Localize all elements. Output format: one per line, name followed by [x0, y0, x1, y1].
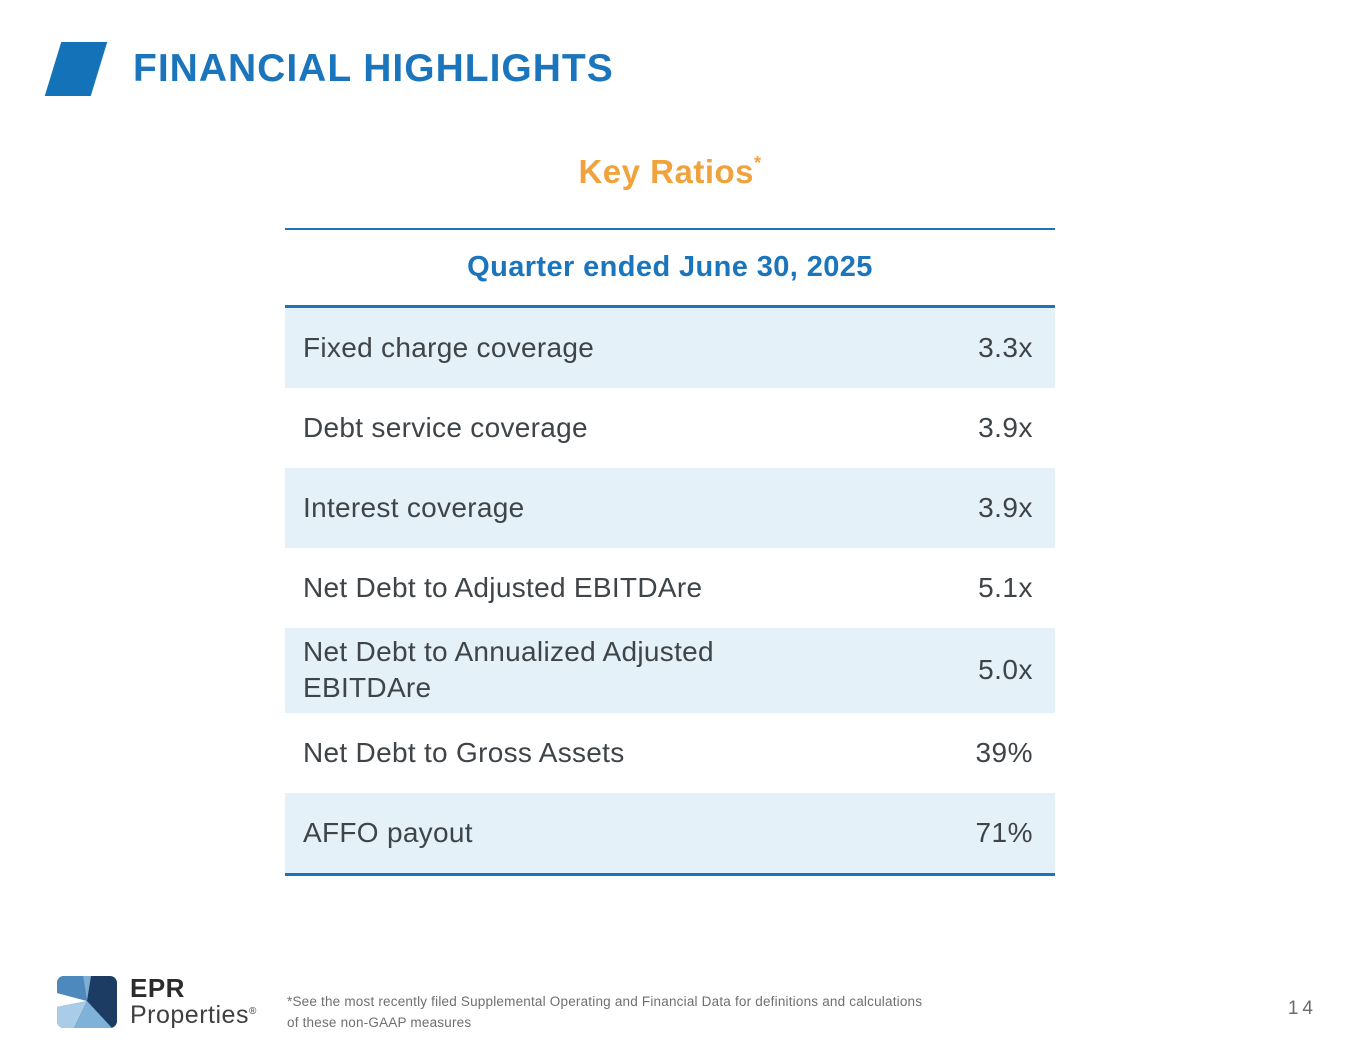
epr-logo-name: EPR: [130, 973, 185, 1003]
row-label: Fixed charge coverage: [303, 331, 595, 363]
epr-logo-subname-text: Properties: [130, 1001, 249, 1030]
table-title: Key Ratios*: [285, 153, 1055, 191]
parallelogram-icon: [44, 42, 108, 96]
table-row: Interest coverage 3.9x: [285, 468, 1055, 548]
row-value: 5.1x: [978, 572, 1033, 603]
row-value: 39%: [975, 736, 1033, 768]
footnote-marker: *: [754, 153, 762, 173]
row-value: 3.9x: [978, 412, 1033, 443]
table-row: Net Debt to Annualized Adjusted EBITDAre…: [285, 628, 1055, 713]
table-row: Debt service coverage 3.9x: [285, 388, 1055, 468]
footnote-line: of these non-GAAP measures: [287, 1014, 472, 1030]
row-value: 5.0x: [978, 654, 1033, 686]
page-number: 14: [1287, 998, 1317, 1019]
row-label: Net Debt to Gross Assets: [303, 736, 625, 768]
slide-header: FINANCIAL HIGHLIGHTS: [44, 42, 614, 96]
table-row: AFFO payout 71%: [285, 792, 1055, 873]
key-ratios-table: Quarter ended June 30, 2025 Fixed charge…: [285, 228, 1055, 876]
row-value: 71%: [975, 816, 1033, 848]
footnote: *See the most recently filed Supplementa…: [287, 992, 922, 1034]
registered-trademark-mark: ®: [248, 1006, 257, 1018]
table-header: Quarter ended June 30, 2025: [285, 228, 1055, 308]
row-label: Net Debt to Adjusted EBITDAre: [303, 571, 703, 603]
epr-logo: EPR Properties®: [57, 973, 257, 1030]
table-row: Net Debt to Gross Assets 39%: [285, 713, 1055, 793]
row-label: Interest coverage: [303, 491, 525, 523]
table-rows: Fixed charge coverage 3.3x Debt service …: [285, 308, 1055, 876]
row-label: Net Debt to Annualized Adjusted EBITDAre: [303, 636, 714, 704]
page-title: FINANCIAL HIGHLIGHTS: [133, 47, 614, 90]
epr-logo-subname: Properties®: [130, 1002, 257, 1030]
row-label: AFFO payout: [303, 816, 473, 848]
row-value: 3.9x: [978, 492, 1033, 523]
footnote-line: *See the most recently filed Supplementa…: [287, 994, 923, 1009]
table-title-text: Key Ratios: [578, 153, 755, 190]
table-row: Net Debt to Adjusted EBITDAre 5.1x: [285, 548, 1055, 628]
table-row: Fixed charge coverage 3.3x: [285, 308, 1055, 388]
epr-logo-text: EPR Properties®: [130, 973, 257, 1030]
row-label: Debt service coverage: [303, 411, 588, 443]
row-value: 3.3x: [978, 332, 1033, 363]
epr-logo-icon: [57, 976, 117, 1029]
